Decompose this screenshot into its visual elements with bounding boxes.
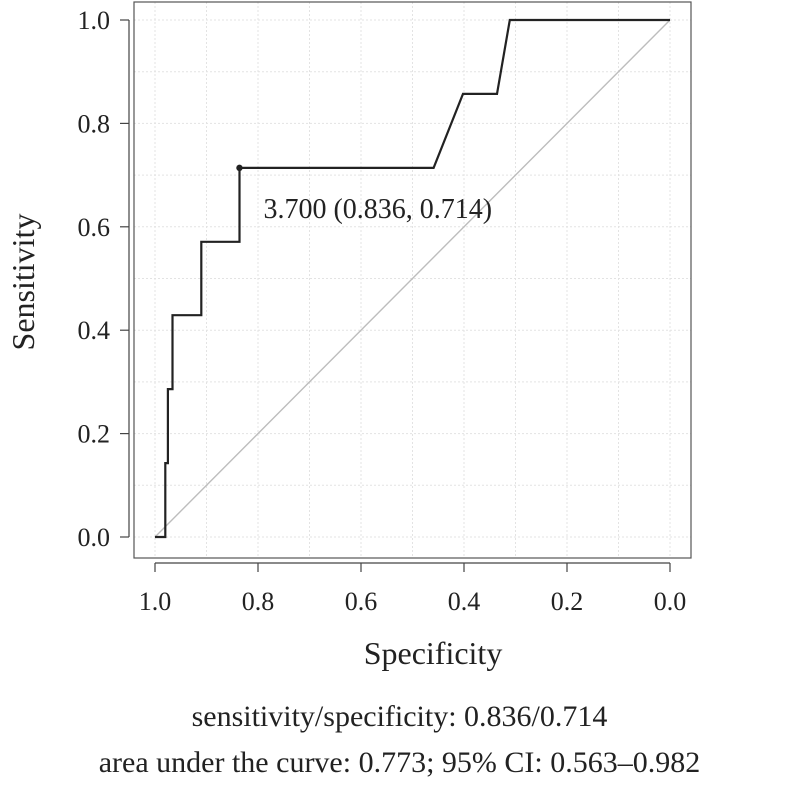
threshold-point bbox=[236, 164, 243, 172]
caption-sensitivity-specificity: sensitivity/specificity: 0.836/0.714 bbox=[191, 700, 608, 733]
y-axis: 0.0 0.2 0.4 0.6 0.8 1.0 bbox=[78, 6, 130, 552]
y-tick-label: 0.0 bbox=[78, 523, 111, 552]
x-tick-label: 0.4 bbox=[448, 587, 481, 616]
plot-frame bbox=[133, 1, 692, 559]
y-tick-label: 0.2 bbox=[78, 420, 111, 449]
x-axis: 1.0 0.8 0.6 0.4 0.2 0.0 bbox=[139, 562, 687, 616]
threshold-label: 3.700 (0.836, 0.714) bbox=[263, 194, 492, 225]
roc-curve-line bbox=[155, 18, 670, 539]
x-tick-label: 0.6 bbox=[345, 587, 378, 616]
x-tick-label: 1.0 bbox=[139, 587, 172, 616]
x-tick-label: 0.0 bbox=[654, 587, 687, 616]
x-axis-title: Specificity bbox=[364, 635, 503, 671]
y-tick-label: 0.8 bbox=[78, 109, 111, 138]
y-axis-title: Sensitivity bbox=[5, 214, 41, 351]
chance-diagonal-line bbox=[154, 19, 671, 538]
y-tick-label: 0.6 bbox=[78, 213, 111, 242]
x-tick-label: 0.2 bbox=[551, 587, 584, 616]
caption-auc: area under the curve: 0.773; 95% CI: 0.5… bbox=[98, 746, 701, 779]
x-tick-label: 0.8 bbox=[242, 587, 275, 616]
y-tick-label: 1.0 bbox=[78, 6, 111, 35]
roc-chart: 3.700 (0.836, 0.714) 1.0 0.8 0.6 0.4 0.2 0.0 … bbox=[5, 1, 692, 671]
y-tick-label: 0.4 bbox=[78, 316, 111, 345]
